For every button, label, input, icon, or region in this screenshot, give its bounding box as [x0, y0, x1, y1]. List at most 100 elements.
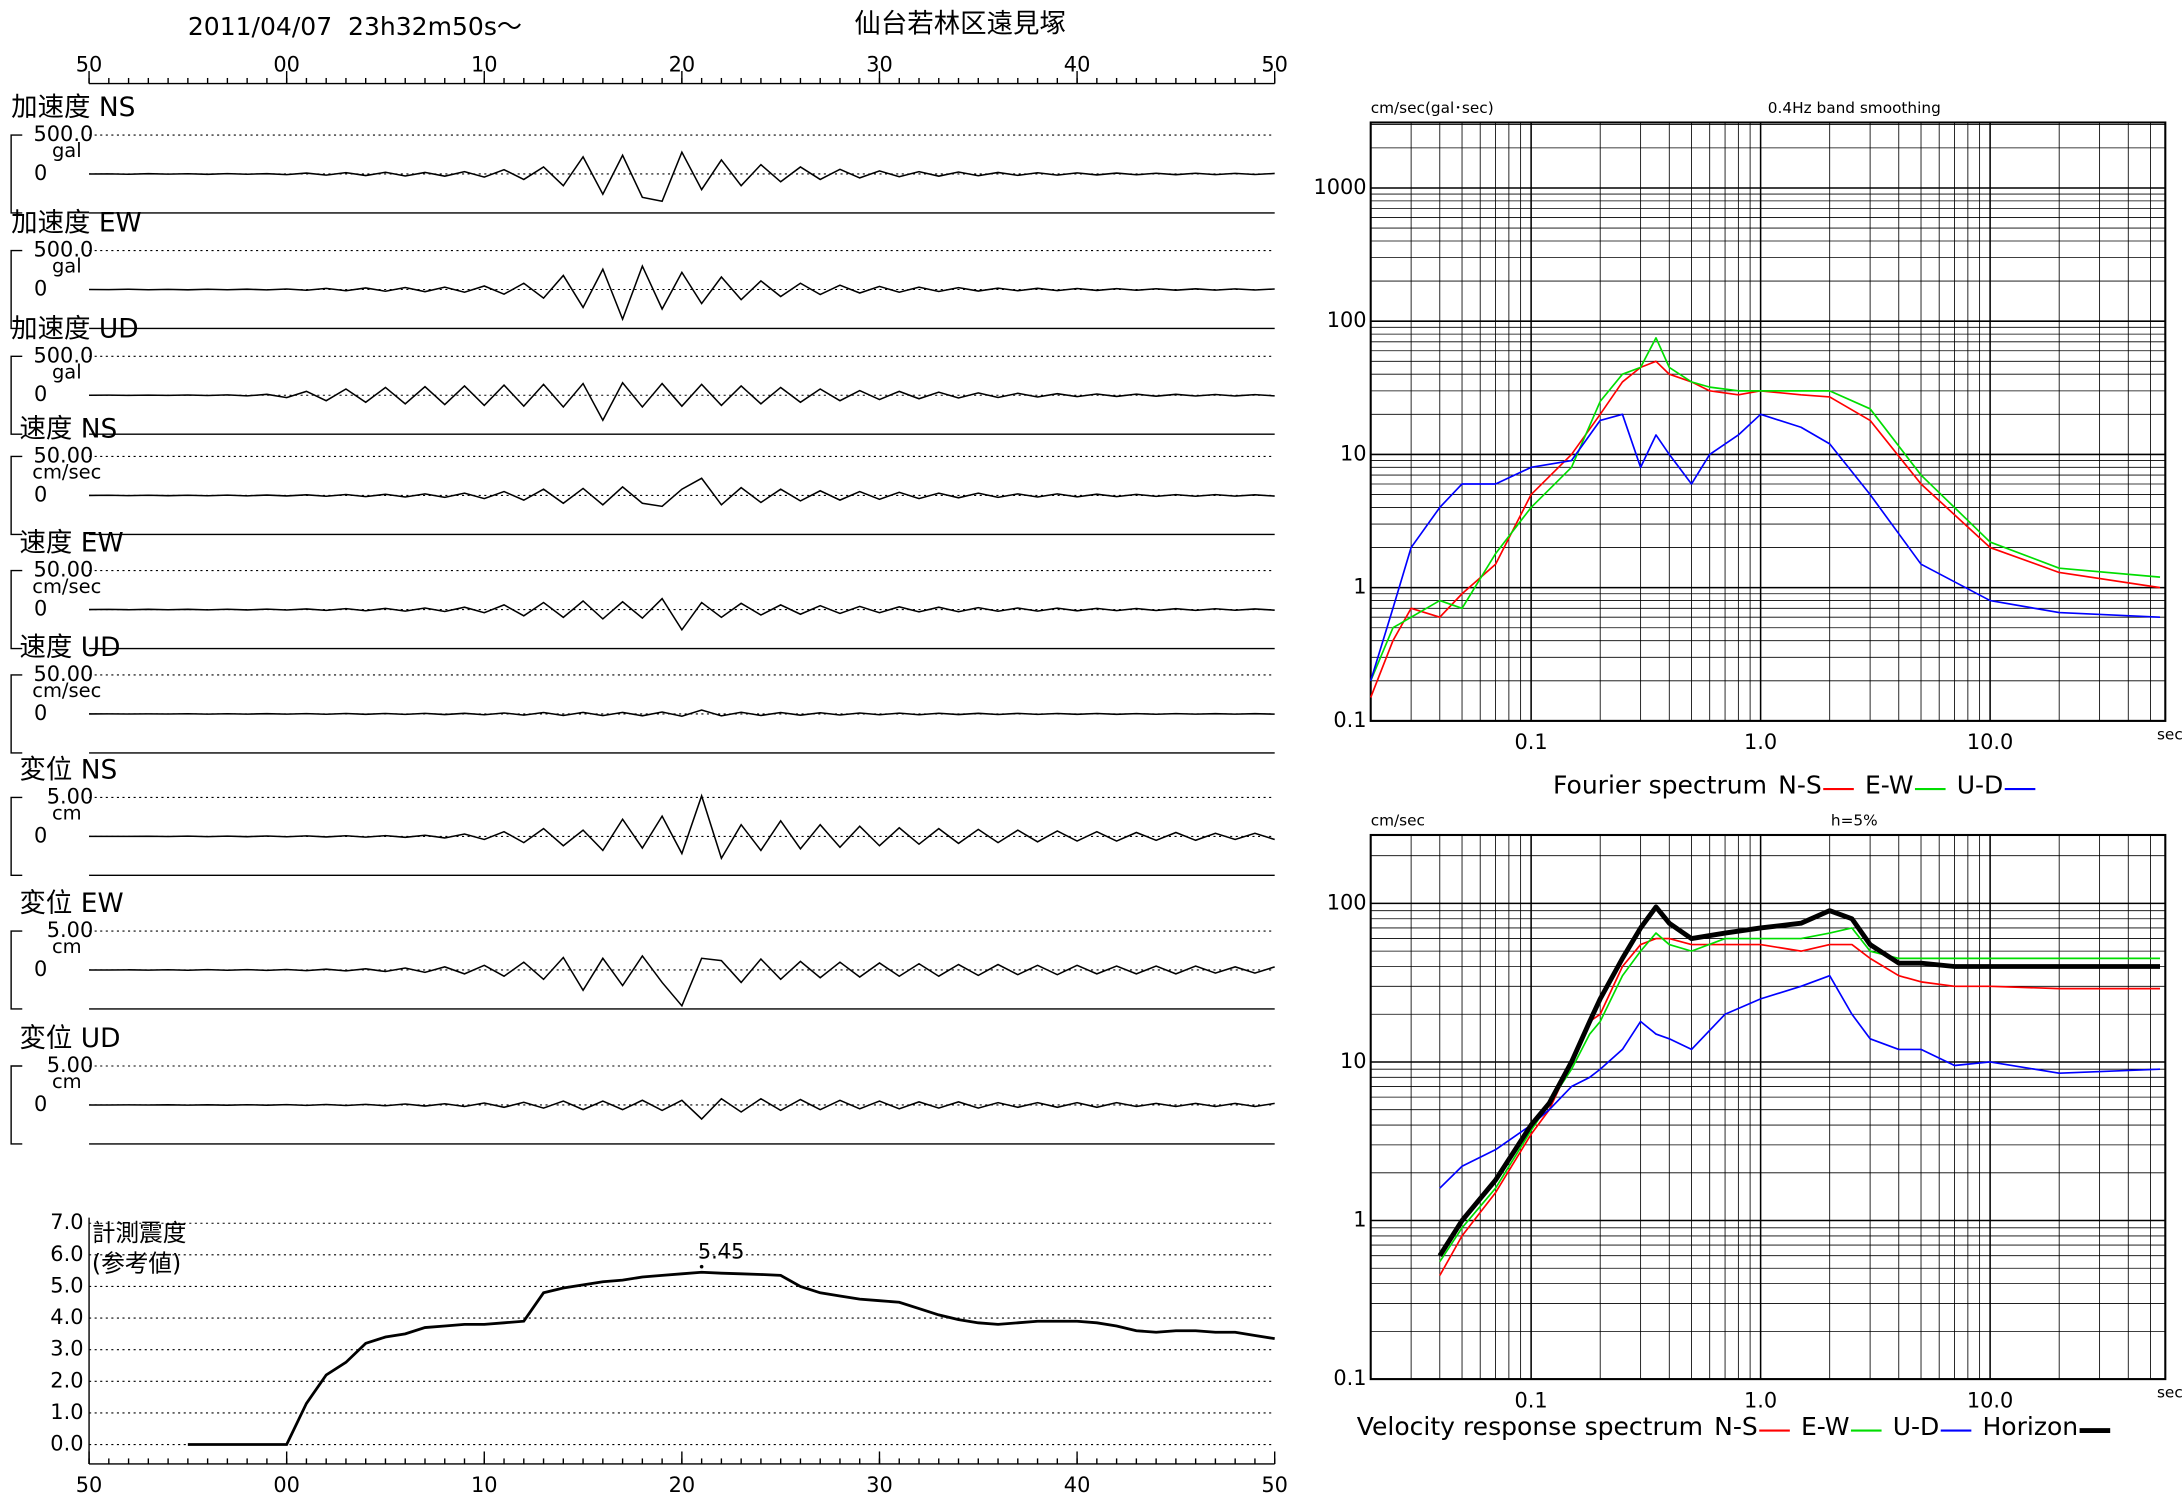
trace-bracket: [10, 674, 23, 754]
y-tick-label: 0: [34, 597, 47, 621]
x-tick-label: 40: [1064, 1473, 1091, 1497]
spectrum-line: [1439, 927, 2161, 1263]
y-tick-label: 0: [34, 382, 47, 406]
x-axis-label: sec: [2157, 725, 2182, 743]
x-tick-label: 20: [669, 52, 696, 76]
waveform-line: [89, 477, 1275, 508]
x-tick-label: 10.0: [1967, 1388, 2013, 1412]
x-tick-label: 10.0: [1967, 730, 2013, 754]
spectrum-line: [1369, 337, 2161, 682]
y-tick-label: 50.00: [34, 662, 94, 686]
x-tick-label: 1.0: [1744, 1388, 1777, 1412]
y-tick-label: 1: [1353, 575, 1366, 599]
trace-bracket: [10, 355, 23, 435]
waveform-line: [89, 264, 1275, 322]
y-tick-label: 5.00: [47, 784, 93, 808]
trace-unit: cm: [52, 802, 82, 825]
y-tick-label: 4.0: [50, 1305, 83, 1329]
chart-title: 2011/04/07 23h32m50s〜: [188, 12, 522, 41]
trace-unit: cm/sec: [32, 461, 101, 484]
trace-unit: gal: [52, 139, 82, 162]
station-name: 仙台若林区遠見塚: [854, 9, 1066, 40]
y-tick-label: 100: [1327, 890, 1367, 914]
trace-name: 変位 EW: [19, 888, 123, 919]
y-tick-label: 5.00: [47, 918, 93, 942]
trace-unit: gal: [52, 255, 82, 278]
y-tick-label: 50.00: [34, 558, 94, 582]
legend-label: Horizon: [1982, 1412, 2078, 1441]
spectrum-line: [1369, 360, 2161, 698]
waveform-line: [89, 597, 1275, 632]
trace-bracket: [10, 1065, 23, 1145]
y-tick-label: 0: [34, 823, 47, 847]
waveform-line: [89, 381, 1275, 422]
trace-bracket: [10, 455, 23, 536]
trace-name: 速度 NS: [19, 414, 117, 445]
legend-label: N-S: [1714, 1412, 1758, 1441]
x-tick-label: 50: [76, 1473, 103, 1497]
x-tick-label: 10: [471, 52, 498, 76]
x-tick-label: 50: [76, 52, 103, 76]
x-tick-label: 50: [1261, 1473, 1288, 1497]
waveform-line: [89, 793, 1275, 861]
trace-bracket: [10, 134, 23, 214]
trace-name: 加速度 NS: [11, 92, 135, 123]
plot-frame: [1369, 121, 2167, 722]
trace-bracket: [10, 569, 23, 650]
x-axis-label: sec: [2157, 1384, 2182, 1402]
chart-subtitle: 0.4Hz band smoothing: [1768, 99, 1941, 117]
y-axis-label: cm/sec(gal･sec): [1371, 99, 1494, 117]
y-tick-label: 1: [1353, 1208, 1366, 1232]
x-tick-label: 10: [471, 1473, 498, 1497]
x-tick-label: 0.1: [1515, 1388, 1548, 1412]
legend-label: N-S: [1778, 770, 1822, 799]
trace-name: 加速度 EW: [11, 208, 142, 239]
y-tick-label: 0.1: [1333, 708, 1366, 732]
waveform-line: [89, 150, 1275, 203]
x-tick-label: 00: [273, 1473, 300, 1497]
trace-bracket: [10, 249, 23, 330]
x-tick-label: 50: [1261, 52, 1288, 76]
y-tick-label: 500.0: [34, 238, 94, 262]
y-tick-label: 0: [34, 482, 47, 506]
trace-name: 速度 UD: [19, 632, 120, 663]
intensity-line: [187, 1270, 1275, 1446]
legend-label: U-D: [1893, 1412, 1940, 1441]
x-tick-label: 00: [273, 52, 300, 76]
x-tick-label: 1.0: [1744, 730, 1777, 754]
x-tick-label: 30: [866, 1473, 893, 1497]
peak-label: 5.45: [698, 1240, 744, 1264]
trace-unit: cm/sec: [32, 679, 101, 702]
legend-title: Fourier spectrum: [1553, 770, 1767, 799]
y-tick-label: 1.0: [50, 1400, 83, 1424]
y-tick-label: 5.00: [47, 1053, 93, 1077]
y-tick-label: 100: [1327, 308, 1367, 332]
y-tick-label: 10: [1340, 1049, 1367, 1073]
x-tick-label: 30: [866, 52, 893, 76]
legend-label: E-W: [1801, 1412, 1850, 1441]
legend-label: E-W: [1865, 770, 1914, 799]
y-axis-label: (参考値): [92, 1249, 181, 1277]
y-tick-label: 10: [1340, 441, 1367, 465]
y-axis-label: cm/sec: [1371, 812, 1425, 830]
trace-bracket: [10, 930, 23, 1010]
waveform-line: [89, 709, 1275, 718]
legend-label: U-D: [1957, 770, 2004, 799]
chart-subtitle: h=5%: [1831, 812, 1878, 830]
y-tick-label: 2.0: [50, 1368, 83, 1392]
y-tick-label: 0: [34, 1092, 47, 1116]
y-tick-label: 500.0: [34, 122, 94, 146]
legend-title: Velocity response spectrum: [1357, 1412, 1703, 1441]
spectrum-line: [1437, 904, 2161, 1258]
y-tick-label: 0: [34, 161, 47, 185]
plot-frame: [1369, 833, 2167, 1381]
trace-name: 加速度 UD: [11, 313, 138, 344]
waveform-line: [89, 1097, 1275, 1121]
trace-unit: cm/sec: [32, 575, 101, 598]
trace-unit: cm: [52, 935, 82, 958]
spectrum-line: [1369, 413, 2161, 682]
trace-unit: gal: [52, 360, 82, 383]
x-tick-label: 0.1: [1515, 730, 1548, 754]
y-tick-label: 0: [34, 701, 47, 725]
